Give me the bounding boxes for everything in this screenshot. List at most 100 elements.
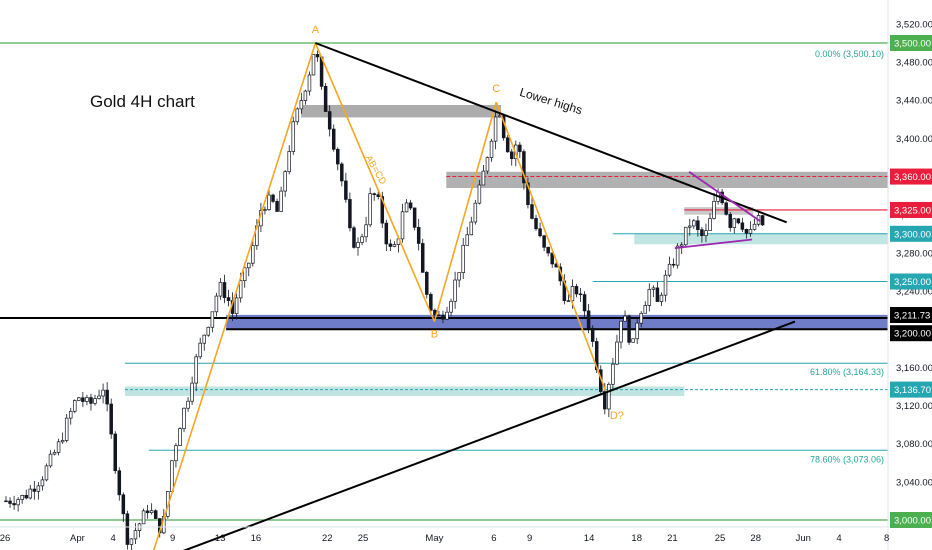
x-tick-4: 13	[215, 533, 226, 544]
candle-143	[582, 291, 587, 318]
candle-body	[24, 495, 28, 499]
candle-body	[550, 252, 554, 265]
candle-body	[178, 428, 182, 446]
candle-body	[392, 244, 397, 247]
support-zone-3300	[634, 233, 888, 245]
candle-body	[32, 488, 37, 492]
candle-47	[194, 353, 198, 392]
candle-157	[639, 311, 643, 328]
candle-body	[481, 170, 486, 186]
candle-body	[372, 193, 376, 195]
candle-body	[206, 326, 211, 336]
drawings-layer: A B C D? AB=CD Lower highs	[152, 24, 796, 550]
candle-79	[323, 82, 328, 112]
candle-body	[611, 363, 615, 385]
candle-173	[704, 223, 708, 243]
candle-body	[348, 199, 352, 229]
candle-48	[198, 337, 202, 360]
candle-body	[683, 226, 688, 246]
candle-182	[740, 217, 745, 233]
candle-87	[356, 237, 360, 256]
candle-body	[303, 90, 308, 101]
candle-body	[449, 300, 453, 313]
candle-body	[68, 410, 73, 419]
candle-65	[267, 189, 271, 211]
candle-body	[380, 196, 385, 224]
pattern-point-A: A	[312, 24, 320, 36]
candle-body	[315, 54, 320, 58]
level-badge-5	[890, 307, 932, 324]
candle-body	[388, 243, 393, 247]
candle-body	[453, 279, 457, 302]
candle-45	[186, 397, 190, 412]
candle-body	[425, 271, 429, 295]
candle-body	[93, 398, 97, 404]
candle-0	[4, 496, 8, 503]
candle-body	[12, 503, 16, 506]
candle-body	[129, 538, 134, 545]
candle-28	[117, 467, 122, 501]
candle-body	[635, 322, 639, 340]
x-tick-11: 14	[584, 533, 595, 544]
triangle-upper	[688, 171, 761, 223]
candle-90	[368, 187, 372, 228]
pattern-leg-1	[314, 42, 436, 322]
candle-171	[696, 215, 700, 237]
candle-body	[81, 397, 85, 402]
level-badge-text-2: 3,325.00	[894, 205, 931, 216]
candle-132	[538, 222, 542, 238]
candle-18	[77, 397, 81, 401]
candle-body	[748, 229, 753, 234]
candle-body	[445, 311, 449, 320]
candle-body	[202, 334, 207, 344]
candle-body	[663, 274, 668, 296]
candle-body	[696, 220, 700, 230]
candle-16	[68, 407, 73, 425]
level-badge-4	[890, 273, 932, 290]
candle-169	[688, 218, 692, 236]
candle-body	[542, 235, 546, 248]
candle-52	[214, 292, 219, 317]
candle-118	[481, 165, 486, 186]
candle-117	[477, 179, 482, 205]
candle-body	[331, 128, 336, 150]
y-tick-12: 3,040.00	[896, 477, 932, 488]
candle-101	[412, 207, 417, 231]
candle-body	[85, 397, 89, 402]
candle-body	[461, 244, 465, 273]
x-tick-10: 9	[527, 533, 532, 544]
candle-187	[760, 214, 765, 226]
candle-body	[242, 267, 247, 281]
candle-body	[48, 453, 53, 467]
pattern-abcd-label: AB=CD	[363, 153, 389, 186]
level-badge-text-4: 3,250.00	[894, 277, 931, 288]
candle-3	[16, 497, 20, 512]
time-axis[interactable]: 26 Apr 4 9 13 16 22 25 May 6 9 14 18 21 25 28 Jun 4 8	[0, 526, 889, 544]
x-tick-8: May	[425, 533, 443, 544]
candle-body	[323, 85, 328, 112]
price-axis[interactable]: 3,520.00 3,480.00 3,440.00 3,400.00 3,360.00…	[887, 0, 932, 550]
candle-body	[485, 157, 490, 172]
candle-body	[344, 180, 348, 200]
candle-body	[60, 440, 65, 443]
candle-91	[372, 192, 376, 201]
levels-layer: 0.00% (3,500.10) 61.80% (3,164.33) 78.60% …	[0, 42, 888, 521]
candle-body	[740, 222, 745, 230]
candle-10	[44, 463, 49, 482]
candle-8	[36, 482, 41, 500]
x-tick-17: 4	[836, 533, 841, 544]
candle-body	[222, 282, 227, 298]
candle-body	[538, 228, 542, 237]
candle-99	[404, 199, 409, 213]
candle-49	[202, 334, 207, 351]
candle-body	[356, 242, 360, 248]
candle-body	[287, 151, 291, 173]
candle-141	[574, 283, 579, 298]
candle-116	[473, 199, 478, 225]
candle-27	[113, 431, 117, 474]
candle-128	[522, 149, 526, 190]
x-tick-12: 18	[631, 533, 642, 544]
candle-body	[149, 510, 154, 514]
candle-body	[412, 207, 417, 228]
candle-body	[52, 452, 57, 455]
